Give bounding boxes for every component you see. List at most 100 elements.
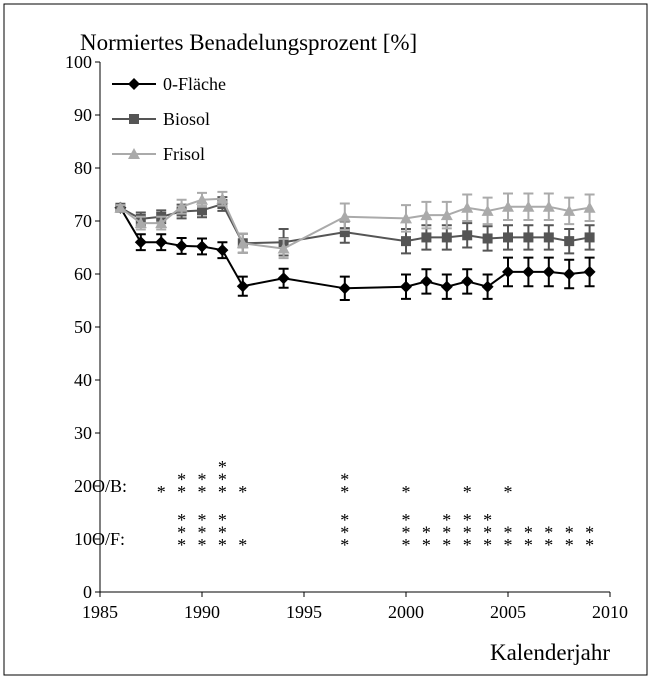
- marker: [277, 272, 290, 285]
- asterisk: *: [524, 523, 533, 543]
- legend-label: 0-Fläche: [163, 74, 226, 94]
- marker: [236, 237, 249, 249]
- marker: [481, 204, 494, 216]
- significance-mark: * * *: [340, 510, 349, 555]
- asterisk: *: [177, 535, 186, 555]
- x-tick-label: 1985: [82, 602, 118, 622]
- asterisk: *: [463, 523, 472, 543]
- asterisk: *: [585, 535, 594, 555]
- asterisk: *: [442, 535, 451, 555]
- asterisk: *: [483, 535, 492, 555]
- asterisk: *: [544, 535, 553, 555]
- marker: [523, 232, 534, 243]
- asterisk: *: [402, 535, 411, 555]
- asterisk: *: [463, 510, 472, 530]
- marker: [401, 236, 411, 247]
- marker: [440, 209, 453, 221]
- asterisk: *: [463, 535, 472, 555]
- marker: [542, 265, 555, 278]
- asterisk: *: [422, 535, 431, 555]
- significance-mark: * * *: [198, 510, 207, 555]
- asterisk: *: [442, 510, 451, 530]
- marker: [196, 193, 208, 205]
- marker: [216, 244, 229, 257]
- y-tick-label: 80: [74, 158, 92, 178]
- asterisk: *: [198, 470, 207, 490]
- marker: [128, 78, 140, 90]
- marker: [563, 204, 576, 216]
- series-line: [119, 197, 590, 250]
- significance-mark: *: [463, 482, 472, 502]
- marker: [502, 200, 514, 212]
- marker: [522, 200, 535, 212]
- marker: [339, 227, 350, 238]
- significance-mark: * *: [177, 470, 186, 503]
- asterisk: *: [177, 470, 186, 490]
- asterisk: *: [218, 523, 227, 543]
- marker: [175, 200, 188, 212]
- marker: [155, 236, 168, 249]
- y-tick-label: 60: [74, 264, 92, 284]
- asterisk: *: [177, 523, 186, 543]
- marker: [338, 282, 351, 295]
- asterisk: *: [402, 510, 411, 530]
- significance-mark: * * *: [463, 510, 472, 555]
- asterisk: *: [177, 510, 186, 530]
- marker: [482, 233, 493, 244]
- marker: [128, 148, 140, 159]
- asterisk: *: [218, 510, 227, 530]
- significance-mark: * * *: [218, 510, 227, 555]
- asterisk: *: [198, 482, 207, 502]
- marker: [564, 236, 575, 247]
- marker: [583, 201, 596, 213]
- y-tick-label: 30: [74, 423, 92, 443]
- marker: [440, 280, 453, 293]
- marker: [461, 275, 474, 288]
- asterisk: *: [565, 535, 574, 555]
- asterisk: *: [544, 523, 553, 543]
- marker: [461, 201, 474, 213]
- asterisk: *: [218, 535, 227, 555]
- asterisk: *: [157, 482, 166, 502]
- series-line: [119, 207, 590, 290]
- asterisk: *: [585, 523, 594, 543]
- x-axis-label: Kalenderjahr: [490, 640, 610, 665]
- significance-mark: * *: [422, 523, 431, 556]
- asterisk: *: [177, 482, 186, 502]
- x-tick-label: 1995: [286, 602, 322, 622]
- x-tick-label: 1990: [184, 602, 220, 622]
- marker: [216, 192, 229, 204]
- marker: [420, 275, 433, 288]
- marker: [338, 210, 351, 222]
- marker: [129, 114, 139, 124]
- marker: [236, 280, 249, 293]
- asterisk: *: [340, 523, 349, 543]
- significance-mark: * *: [544, 523, 553, 556]
- asterisk: *: [340, 510, 349, 530]
- significance-mark: *: [238, 482, 247, 502]
- x-tick-label: 2010: [592, 602, 628, 622]
- significance-label: O/F:: [92, 529, 125, 549]
- marker: [421, 232, 432, 243]
- significance-mark: * * *: [402, 510, 411, 555]
- marker: [197, 205, 207, 216]
- y-tick-label: 40: [74, 370, 92, 390]
- significance-mark: * *: [565, 523, 574, 556]
- marker: [400, 212, 412, 224]
- marker: [462, 230, 473, 241]
- asterisk: *: [402, 482, 411, 502]
- significance-mark: *: [504, 482, 513, 502]
- asterisk: *: [483, 523, 492, 543]
- significance-mark: * * *: [218, 457, 227, 502]
- asterisk: *: [504, 535, 513, 555]
- asterisk: *: [483, 510, 492, 530]
- asterisk: *: [504, 523, 513, 543]
- marker: [420, 209, 433, 221]
- significance-mark: *: [157, 482, 166, 502]
- y-tick-label: 70: [74, 211, 92, 231]
- x-tick-label: 2000: [388, 602, 424, 622]
- significance-mark: * * *: [442, 510, 451, 555]
- y-tick-label: 100: [65, 52, 92, 72]
- asterisk: *: [238, 535, 247, 555]
- x-tick-label: 2005: [490, 602, 526, 622]
